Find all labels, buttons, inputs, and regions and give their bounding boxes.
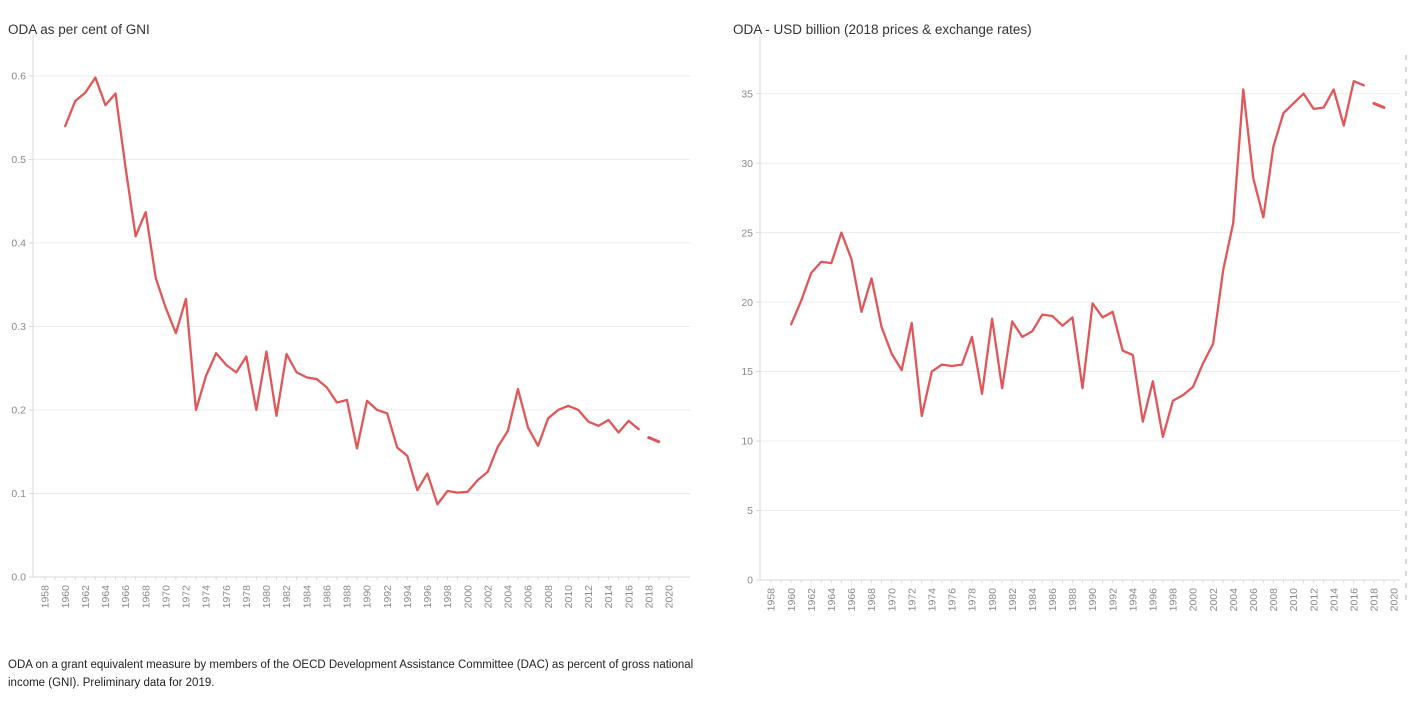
svg-text:15: 15 bbox=[741, 366, 753, 378]
svg-text:2004: 2004 bbox=[503, 585, 515, 609]
y-gridlines bbox=[760, 93, 1400, 512]
svg-text:10: 10 bbox=[741, 436, 753, 448]
svg-text:1988: 1988 bbox=[1067, 588, 1079, 612]
svg-text:1980: 1980 bbox=[987, 588, 999, 612]
svg-text:1978: 1978 bbox=[967, 588, 979, 612]
svg-text:1986: 1986 bbox=[321, 585, 333, 609]
svg-text:1972: 1972 bbox=[181, 585, 193, 609]
svg-text:1978: 1978 bbox=[241, 585, 253, 609]
svg-text:1960: 1960 bbox=[786, 588, 798, 612]
svg-text:1982: 1982 bbox=[281, 585, 293, 609]
svg-text:1970: 1970 bbox=[886, 588, 898, 612]
oda-line-preliminary[interactable] bbox=[1372, 101, 1386, 110]
svg-text:2010: 2010 bbox=[1288, 588, 1300, 612]
svg-text:0.1: 0.1 bbox=[11, 488, 26, 500]
svg-text:2018: 2018 bbox=[643, 585, 655, 609]
svg-text:2000: 2000 bbox=[462, 585, 474, 609]
svg-text:1964: 1964 bbox=[100, 585, 112, 609]
svg-text:2014: 2014 bbox=[1328, 588, 1340, 612]
svg-text:1994: 1994 bbox=[1127, 588, 1139, 612]
svg-text:2020: 2020 bbox=[1389, 588, 1401, 612]
svg-text:1986: 1986 bbox=[1047, 588, 1059, 612]
svg-text:1992: 1992 bbox=[382, 585, 394, 609]
svg-text:1960: 1960 bbox=[60, 585, 72, 609]
svg-text:2008: 2008 bbox=[1268, 588, 1280, 612]
svg-text:1968: 1968 bbox=[140, 585, 152, 609]
svg-text:0.5: 0.5 bbox=[11, 154, 26, 166]
svg-text:1974: 1974 bbox=[926, 588, 938, 612]
svg-text:1990: 1990 bbox=[1087, 588, 1099, 612]
chart-title-oda-percent-gni: ODA as per cent of GNI bbox=[8, 22, 150, 37]
svg-text:1964: 1964 bbox=[826, 588, 838, 612]
svg-text:0.6: 0.6 bbox=[11, 71, 26, 83]
y-gridlines bbox=[33, 75, 690, 494]
svg-text:2012: 2012 bbox=[583, 585, 595, 609]
svg-text:0.4: 0.4 bbox=[11, 238, 26, 250]
svg-text:1976: 1976 bbox=[947, 588, 959, 612]
y-axis-labels: 0 5 10 15 20 25 30 35 bbox=[741, 88, 760, 587]
svg-text:1992: 1992 bbox=[1107, 588, 1119, 612]
svg-text:2006: 2006 bbox=[1248, 588, 1260, 612]
svg-text:0.3: 0.3 bbox=[11, 321, 26, 333]
oda-line-preliminary[interactable] bbox=[647, 436, 661, 444]
svg-text:1958: 1958 bbox=[766, 588, 778, 612]
svg-text:1962: 1962 bbox=[80, 585, 92, 609]
svg-text:0.2: 0.2 bbox=[11, 405, 26, 417]
x-axis-labels: 1958 1960 1962 1964 1966 1968 1970 1972 1974 1976… bbox=[40, 577, 676, 608]
svg-text:1990: 1990 bbox=[362, 585, 374, 609]
svg-text:1994: 1994 bbox=[402, 585, 414, 609]
svg-text:2014: 2014 bbox=[603, 585, 615, 609]
svg-text:5: 5 bbox=[747, 505, 753, 517]
svg-text:1974: 1974 bbox=[201, 585, 213, 609]
svg-text:1962: 1962 bbox=[806, 588, 818, 612]
svg-text:2018: 2018 bbox=[1369, 588, 1381, 612]
svg-text:1970: 1970 bbox=[160, 585, 172, 609]
svg-text:1968: 1968 bbox=[866, 588, 878, 612]
axis-lines bbox=[32, 35, 690, 578]
svg-text:35: 35 bbox=[741, 88, 753, 100]
svg-text:30: 30 bbox=[741, 158, 753, 170]
svg-text:2006: 2006 bbox=[523, 585, 535, 609]
axis-lines bbox=[759, 35, 1400, 581]
svg-text:1996: 1996 bbox=[1148, 588, 1160, 612]
svg-text:1976: 1976 bbox=[221, 585, 233, 609]
svg-text:1980: 1980 bbox=[261, 585, 273, 609]
svg-text:2004: 2004 bbox=[1228, 588, 1240, 612]
svg-text:1972: 1972 bbox=[906, 588, 918, 612]
svg-text:2020: 2020 bbox=[664, 585, 676, 609]
svg-text:1988: 1988 bbox=[342, 585, 354, 609]
svg-text:0.0: 0.0 bbox=[11, 572, 26, 584]
svg-text:1984: 1984 bbox=[301, 585, 313, 609]
svg-text:2016: 2016 bbox=[623, 585, 635, 609]
x-axis-labels: 1958 1960 1962 1964 1966 1968 1970 1972 1974 1976… bbox=[766, 580, 1401, 611]
svg-text:2002: 2002 bbox=[1208, 588, 1220, 612]
svg-text:1998: 1998 bbox=[442, 585, 454, 609]
svg-text:1998: 1998 bbox=[1168, 588, 1180, 612]
svg-text:0: 0 bbox=[747, 575, 753, 587]
svg-text:1984: 1984 bbox=[1027, 588, 1039, 612]
svg-text:2012: 2012 bbox=[1308, 588, 1320, 612]
y-axis-labels: 0.0 0.1 0.2 0.3 0.4 0.5 0.6 bbox=[11, 71, 33, 584]
svg-text:2010: 2010 bbox=[563, 585, 575, 609]
chart-plot-oda-percent-gni[interactable]: 0.0 0.1 0.2 0.3 0.4 0.5 0.6 1958 1960 1962 1964 196… bbox=[0, 0, 709, 640]
svg-text:1982: 1982 bbox=[1007, 588, 1019, 612]
chart-title-oda-usd-billion: ODA - USD billion (2018 prices & exchang… bbox=[733, 22, 1032, 37]
svg-text:2008: 2008 bbox=[543, 585, 555, 609]
svg-text:1996: 1996 bbox=[422, 585, 434, 609]
chart-footnote-oda-percent-gni: ODA on a grant equivalent measure by mem… bbox=[8, 659, 694, 690]
oda-line-main[interactable] bbox=[64, 76, 640, 506]
svg-text:20: 20 bbox=[741, 297, 753, 309]
svg-text:25: 25 bbox=[741, 227, 753, 239]
svg-text:2002: 2002 bbox=[482, 585, 494, 609]
oda-line-main[interactable] bbox=[790, 79, 1365, 439]
svg-text:2016: 2016 bbox=[1348, 588, 1360, 612]
svg-text:1966: 1966 bbox=[120, 585, 132, 609]
svg-text:1966: 1966 bbox=[846, 588, 858, 612]
svg-text:1958: 1958 bbox=[40, 585, 52, 609]
svg-text:2000: 2000 bbox=[1188, 588, 1200, 612]
